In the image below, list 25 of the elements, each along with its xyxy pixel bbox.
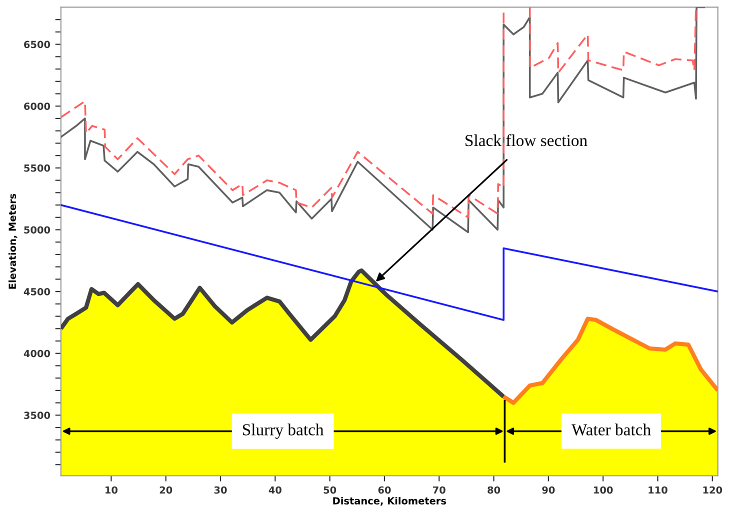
y-tick-label: 5500 xyxy=(24,164,50,172)
x-tick-label: 60 xyxy=(378,486,391,494)
y-tick-label: 6500 xyxy=(24,40,50,48)
x-tick-label: 80 xyxy=(488,486,500,494)
x-tick-label: 30 xyxy=(214,486,227,494)
x-tick-label: 110 xyxy=(648,486,668,494)
x-tick-label: 40 xyxy=(268,486,282,494)
y-axis-title: Elevation, Meters xyxy=(8,194,18,289)
line-series xyxy=(60,204,718,321)
x-tick-label: 10 xyxy=(106,486,118,494)
y-tick-label: 4000 xyxy=(24,350,50,358)
x-tick-label: 70 xyxy=(433,486,446,494)
x-tick-label: 20 xyxy=(160,486,172,494)
annotation: Slurry batch xyxy=(242,424,324,439)
y-tick-label: 3500 xyxy=(24,412,50,420)
y-tick-label: 6000 xyxy=(24,102,50,110)
x-tick-label: 100 xyxy=(594,486,613,494)
x-tick-label: 120 xyxy=(703,486,722,494)
y-tick-label: 5000 xyxy=(24,226,50,234)
x-tick-label: 50 xyxy=(324,486,336,494)
y-tick-label: 4500 xyxy=(24,288,50,296)
x-axis-title: Distance, Kilometers xyxy=(333,496,446,506)
annotation: Slack flow section xyxy=(466,134,588,146)
x-tick-label: 90 xyxy=(542,486,555,494)
annotation: Water batch xyxy=(571,424,651,436)
